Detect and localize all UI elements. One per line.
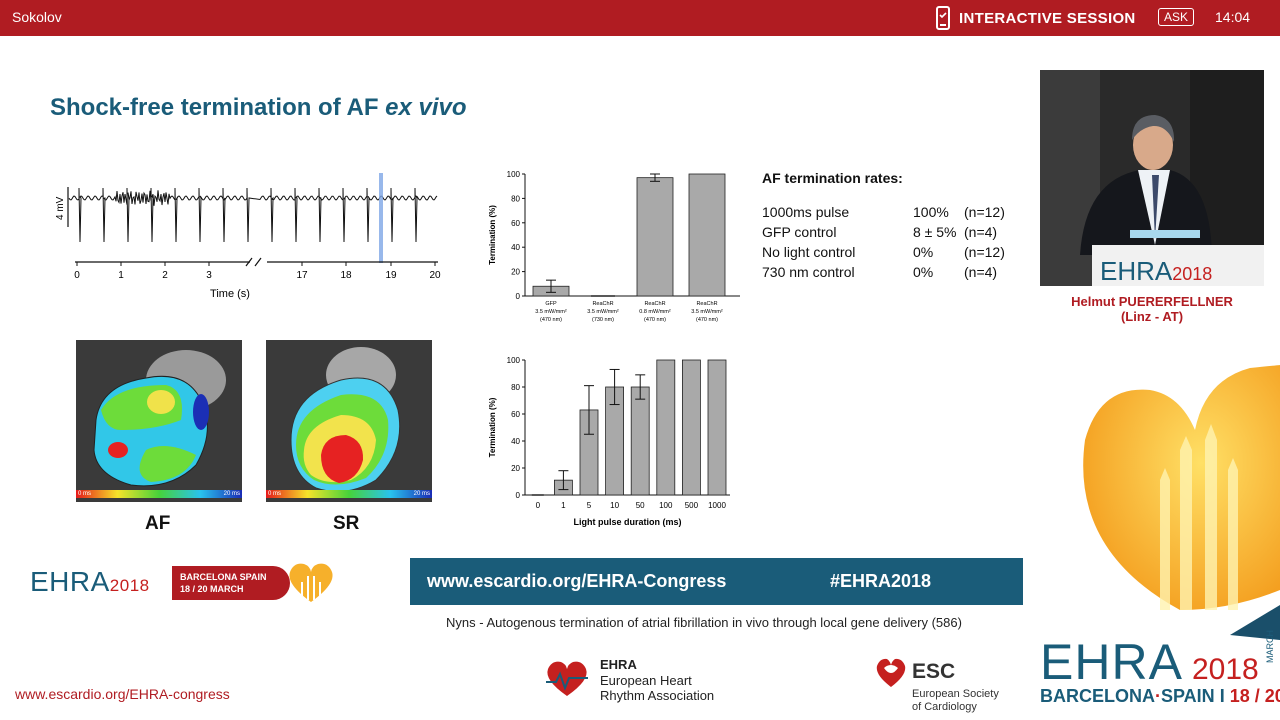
speaker-affiliation: (Linz - AT) [1120, 309, 1184, 324]
y-tick-label: 0 [516, 491, 521, 500]
x-tick-label: 1 [561, 501, 566, 510]
footer-url-link[interactable]: www.escardio.org/EHRA-congress [15, 686, 230, 702]
ecg-tick-label: 3 [206, 270, 212, 281]
y-tick-label: 40 [511, 437, 520, 446]
svg-text:0 ms: 0 ms [268, 491, 281, 497]
ecg-tick-label: 2 [162, 270, 168, 281]
ehra-association-logo: EHRA European Heart Rhythm Association [540, 656, 750, 706]
light-pulse-marker [379, 173, 383, 263]
ecg-xlabel: Time (s) [210, 288, 250, 300]
slide-title: Shock-free termination of AF ex vivo [50, 94, 467, 121]
y-tick-label: 40 [511, 243, 520, 252]
presenter-name: Sokolov [12, 9, 62, 25]
y-tick-label: 100 [507, 170, 521, 179]
x-tick-label: ReaChR [592, 301, 613, 307]
x-tick-label: 3.5 mW/mm² [535, 309, 567, 315]
ask-button[interactable]: ASK [1158, 8, 1195, 26]
slide-title-italic: ex vivo [385, 94, 467, 121]
bar [630, 386, 650, 496]
podium-logo: EHRA2018 [1100, 256, 1213, 286]
decorative-heart-graphic [1083, 365, 1280, 640]
esc-heart-icon [876, 658, 906, 687]
sr-map-label: SR [333, 513, 360, 534]
ecg-tick-label: 20 [429, 270, 441, 281]
svg-text:20 ms: 20 ms [224, 491, 240, 497]
x-tick-label: 50 [636, 501, 645, 510]
y-tick-label: 60 [511, 410, 520, 419]
esc-logo: ESC European Society of Cardiology [872, 656, 1022, 716]
ecg-tick-label: 0 [74, 270, 80, 281]
speaker-name: Helmut PUERERFELLNER [1071, 294, 1233, 309]
x-tick-label: GFP [545, 301, 557, 307]
y-tick-label: 20 [511, 464, 520, 473]
bar [688, 173, 726, 297]
ecg-ylabel: 4 mV [55, 196, 66, 220]
x-tick-label: 3.5 mW/mm² [587, 309, 619, 315]
x-tick-label: 5 [587, 501, 592, 510]
clock: 14:04 [1215, 9, 1251, 25]
af-termination-rates: AF termination rates: 1000ms pulse 100% … [762, 170, 1005, 284]
x-tick-label: 10 [610, 501, 619, 510]
ecg-tick-label: 19 [385, 270, 397, 281]
x-tick-label: (470 nm) [696, 317, 718, 323]
y-axis-label: Termination (%) [488, 205, 497, 265]
af-map-label: AF [145, 513, 171, 534]
x-tick-label: (730 nm) [592, 317, 614, 323]
rates-row: No light control 0% (n=12) [762, 244, 1005, 260]
ecg-tick-label: 17 [296, 270, 308, 281]
y-tick-label: 60 [511, 219, 520, 228]
termination-by-pulse-duration-chart: 0 20 40 60 80 100 Termination (%) 0 1 5 10 50 100 500… [488, 356, 730, 527]
y-axis-label: Termination (%) [488, 397, 497, 457]
rates-row: 1000ms pulse 100% (n=12) [762, 204, 1005, 220]
y-tick-label: 80 [511, 383, 520, 392]
x-tick-label: ReaChR [644, 301, 665, 307]
rates-heading: AF termination rates: [762, 170, 903, 186]
ecg-tick-label: 18 [340, 270, 352, 281]
x-tick-label: 0.8 mW/mm² [639, 309, 671, 315]
x-tick-label: 100 [659, 501, 673, 510]
svg-text:0 ms: 0 ms [78, 491, 91, 497]
x-axis-label: Light pulse duration (ms) [574, 517, 682, 527]
x-tick-label: 500 [685, 501, 699, 510]
citation: Nyns - Autogenous termination of atrial … [446, 615, 962, 630]
banner-hashtag: #EHRA2018 [830, 571, 932, 591]
congress-banner: EHRA2018 BARCELONA SPAIN 18 / 20 MARCH w… [0, 558, 1023, 605]
x-tick-label: 3.5 mW/mm² [691, 309, 723, 315]
barcelona-pill: BARCELONA SPAIN 18 / 20 MARCH [172, 566, 290, 600]
bar [656, 359, 676, 496]
interactive-session-label[interactable]: INTERACTIVE SESSION [959, 10, 1136, 27]
sr-activation-map: 0 ms 20 ms [266, 340, 432, 502]
speaker-video[interactable]: EHRA2018 [1040, 70, 1264, 286]
rates-row: 730 nm control 0% (n=4) [762, 264, 998, 280]
x-tick-label: 1000 [708, 501, 726, 510]
speaker-caption: Helmut PUERERFELLNER (Linz - AT) [1040, 294, 1264, 324]
x-tick-label: 0 [536, 501, 541, 510]
bar [707, 359, 727, 496]
bar [636, 177, 674, 297]
banner-ehra-logo: EHRA2018 [30, 566, 150, 597]
termination-by-condition-chart: 0 20 40 60 80 100 Termination (%) GFP 3.5 mW/mm²… [488, 170, 740, 323]
top-bar: Sokolov INTERACTIVE SESSION ASK 14:04 [0, 0, 1280, 36]
y-tick-label: 100 [507, 356, 521, 365]
ecg-signal [68, 187, 438, 243]
heart-logo-icon [289, 563, 333, 602]
svg-text:20 ms: 20 ms [414, 491, 430, 497]
y-tick-label: 80 [511, 194, 520, 203]
phone-icon[interactable] [935, 6, 951, 30]
banner-url-link[interactable]: www.escardio.org/EHRA-Congress [427, 571, 727, 591]
x-tick-label: (470 nm) [540, 317, 562, 323]
bar [681, 359, 701, 496]
ecg-trace-figure: 4 mV 0 1 2 3 17 18 19 20 Time (s) [55, 173, 441, 300]
y-tick-label: 20 [511, 268, 520, 277]
y-tick-label: 0 [516, 292, 521, 301]
heart-rhythm-icon [546, 661, 588, 696]
rates-row: GFP control 8 ± 5% (n=4) [762, 224, 998, 240]
ecg-tick-label: 1 [118, 270, 124, 281]
x-tick-label: (470 nm) [644, 317, 666, 323]
speaker-scene [1040, 70, 1264, 286]
af-activation-map: 0 ms 20 ms [76, 340, 242, 502]
x-tick-label: ReaChR [696, 301, 717, 307]
